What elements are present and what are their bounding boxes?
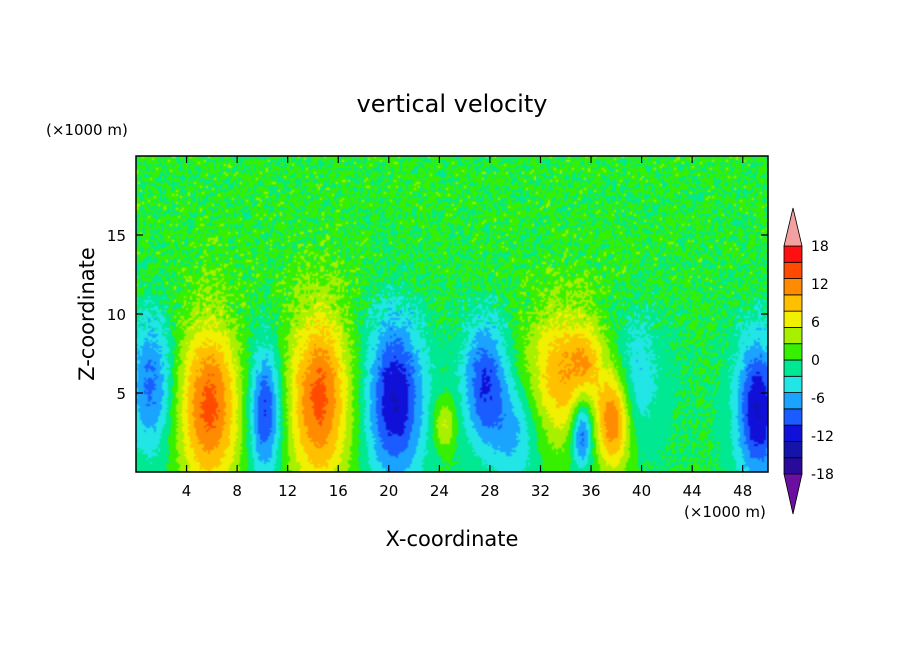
colorbar-segment (783, 294, 803, 312)
x-tick-label: 48 (733, 482, 752, 500)
chart-title: vertical velocity (357, 90, 548, 118)
x-tick-label: 24 (430, 482, 449, 500)
plot-area (136, 156, 768, 472)
colorbar-label: -6 (811, 391, 825, 407)
x-tick-label: 36 (581, 482, 600, 500)
heatmap-image (136, 156, 768, 472)
colorbar-label: 0 (811, 353, 820, 369)
x-tick-label: 16 (329, 482, 348, 500)
colorbar-segment (783, 245, 803, 263)
x-tick-label: 12 (278, 482, 297, 500)
colorbar-segment (783, 278, 803, 296)
y-tick-label: 10 (107, 306, 126, 324)
colorbar-segment (783, 441, 803, 459)
colorbar-min-arrow (783, 473, 803, 515)
x-axis-label: X-coordinate (386, 527, 519, 551)
colorbar-segment (783, 375, 803, 393)
y-axis-ticks: 5 10 15 (107, 227, 768, 403)
colorbar-segment (783, 424, 803, 442)
colorbar-label: 18 (811, 239, 829, 255)
x-tick-label: 4 (182, 482, 192, 500)
colorbar-segment (783, 310, 803, 328)
colorbar-segment (783, 392, 803, 410)
y-tick-label: 5 (116, 385, 126, 403)
colorbar-label: -18 (811, 467, 834, 483)
colorbar-segment (783, 359, 803, 377)
x-axis-ticks: 4 8 12 16 20 24 28 32 36 40 44 48 (182, 156, 752, 500)
x-tick-label: 28 (480, 482, 499, 500)
x-tick-label: 20 (379, 482, 398, 500)
colorbar-label: 12 (811, 277, 829, 293)
y-axis-label: Z-coordinate (75, 247, 99, 381)
colorbar-segment (783, 408, 803, 426)
y-tick-label: 15 (107, 227, 126, 245)
colorbar-max-arrow (783, 207, 803, 247)
colorbar-segment (783, 457, 803, 475)
x-units-label: (×1000 m) (684, 503, 766, 521)
colorbar-segment (783, 327, 803, 345)
colorbar-label: -12 (811, 429, 834, 445)
x-tick-label: 44 (683, 482, 702, 500)
colorbar-segment (783, 343, 803, 361)
y-units-label: (×1000 m) (46, 121, 128, 139)
colorbar-label: 6 (811, 315, 820, 331)
x-tick-label: 8 (232, 482, 242, 500)
colorbar-segment (783, 261, 803, 279)
x-tick-label: 40 (632, 482, 651, 500)
colorbar: 18 12 6 0 -6 -12 -18 (783, 207, 834, 515)
x-tick-label: 32 (531, 482, 550, 500)
